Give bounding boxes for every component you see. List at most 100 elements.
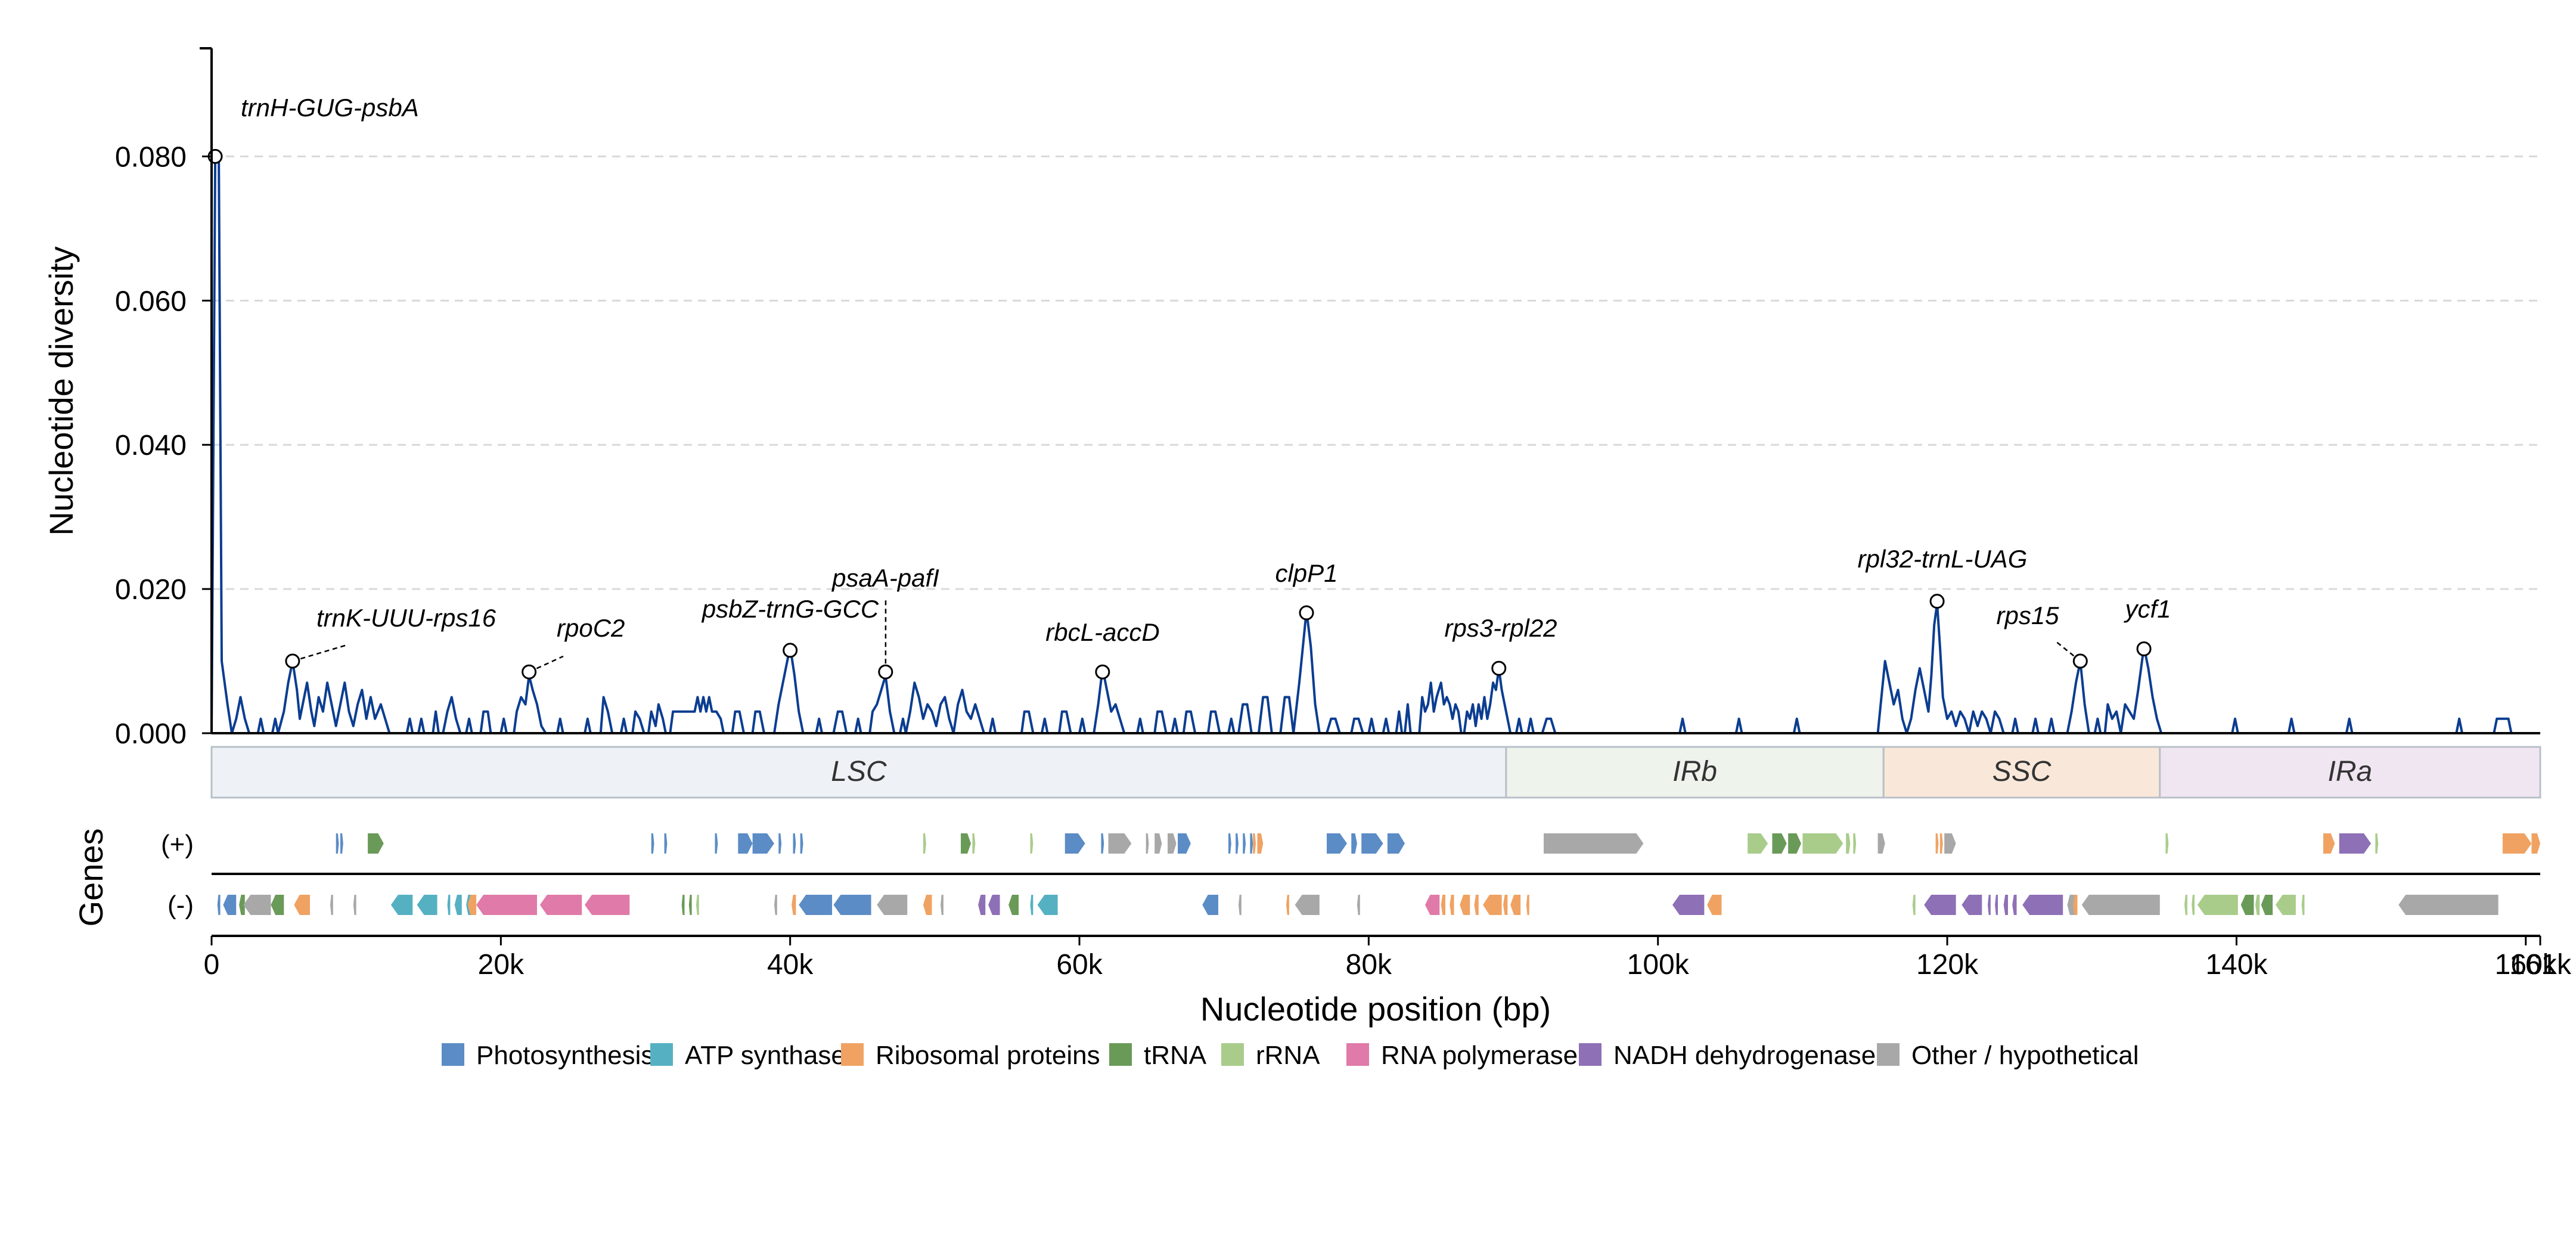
gene-block — [1924, 895, 1956, 915]
peak-marker — [1491, 660, 1507, 676]
x-tick-label: 0 — [204, 949, 220, 981]
gene-block — [978, 895, 986, 915]
gene-block — [877, 895, 908, 915]
gene-block — [368, 833, 384, 854]
gene-block — [1202, 895, 1218, 915]
peak-marker — [1095, 664, 1110, 680]
gene-block — [2022, 895, 2059, 915]
gene-block — [1357, 895, 1360, 915]
peak-marker — [285, 653, 300, 669]
gene-block — [1441, 895, 1445, 915]
gene-block — [467, 895, 477, 915]
peak-label: rps15 — [1996, 601, 2059, 629]
y-tick-label: 0.060 — [115, 286, 187, 317]
peak-label: trnK-UUU-rps16 — [316, 604, 496, 632]
peak-leader-line — [529, 655, 564, 673]
peak-annotations: trnH-GUG-psbA trnK-UUU-rps16 rpoC2 psbZ-trn… — [207, 94, 2171, 680]
gene-block — [1802, 833, 1843, 854]
legend-swatch — [1221, 1043, 1244, 1066]
legend-label: Ribosomal proteins — [876, 1041, 1100, 1070]
gene-block — [1008, 895, 1019, 915]
gene-block — [217, 895, 221, 915]
gene-block — [664, 833, 668, 854]
gene-block — [715, 833, 718, 854]
y-tick-label: 0.040 — [115, 430, 187, 461]
gene-block — [417, 895, 437, 915]
gene-block — [988, 895, 1000, 915]
gene-block — [1846, 833, 1851, 854]
gene-block — [243, 895, 271, 915]
gene-block — [752, 833, 774, 854]
region-label: LSC — [831, 756, 887, 787]
gene-block — [2165, 833, 2169, 854]
x-tick-label: 160k — [2495, 949, 2558, 981]
gene-block — [1877, 833, 1885, 854]
x-tick-label: 40k — [767, 949, 814, 981]
gene-block — [271, 895, 284, 915]
gene-block — [1853, 833, 1857, 854]
gene-block — [294, 895, 311, 915]
gene-block — [539, 895, 582, 915]
x-tick-label: 161k — [2509, 949, 2572, 981]
x-tick-label: 120k — [1916, 949, 1979, 981]
gene-block — [2073, 895, 2078, 915]
gene-block — [1962, 895, 1982, 915]
gene-block — [651, 833, 654, 854]
gene-block — [476, 895, 538, 915]
x-tick-label: 60k — [1056, 949, 1103, 981]
gene-block — [2261, 895, 2273, 915]
peak-leader-line — [292, 644, 347, 662]
legend-label: tRNA — [1144, 1041, 1207, 1070]
gene-block — [1168, 833, 1177, 854]
gene-block — [1450, 895, 1454, 915]
gene-block — [1772, 833, 1787, 854]
gene-block — [454, 895, 462, 915]
gene-block — [792, 895, 796, 915]
gene-block — [1108, 833, 1132, 854]
gene-block — [738, 833, 753, 854]
gene-block — [2054, 895, 2063, 915]
peak-label: rps3-rpl22 — [1444, 614, 1557, 642]
gene-block — [1939, 833, 1943, 854]
gene-block — [2081, 895, 2160, 915]
gene-block — [2197, 895, 2238, 915]
gene-block — [923, 895, 932, 915]
gene-block — [2192, 895, 2195, 915]
gene-block — [2531, 833, 2540, 854]
gene-block — [1425, 895, 1440, 915]
region-label: IRb — [1672, 756, 1717, 787]
x-tick-label: 80k — [1346, 949, 1392, 981]
gene-block — [1788, 833, 1801, 854]
gene-block — [585, 895, 630, 915]
gene-block — [2240, 895, 2254, 915]
gene-block — [2398, 895, 2499, 915]
gene-block — [1748, 833, 1768, 854]
peak-label: rpl32-trnL-UAG — [1858, 545, 2028, 573]
gene-block — [336, 833, 339, 854]
peak-label: trnH-GUG-psbA — [241, 94, 419, 122]
gene-block — [1146, 833, 1149, 854]
axes: 0.000 0.020 0.040 0.060 0.080 0 20k 40k 60k 80k 10… — [115, 47, 2572, 981]
peak-label: psbZ-trnG-GCC — [701, 595, 879, 623]
gene-block — [1995, 895, 1998, 915]
gene-block — [1474, 895, 1479, 915]
legend-label: RNA polymerase — [1381, 1041, 1578, 1070]
gene-block — [1178, 833, 1191, 854]
gene-block — [340, 833, 343, 854]
peak-marker — [878, 664, 893, 680]
gene-block — [1460, 895, 1470, 915]
gene-block — [1243, 833, 1246, 854]
gene-block — [1101, 833, 1104, 854]
gene-block — [1030, 895, 1033, 915]
gene-block — [1030, 833, 1033, 854]
gene-block — [2184, 895, 2187, 915]
gene-block — [833, 895, 871, 915]
gene-block — [1250, 833, 1253, 854]
gene-block — [1064, 833, 1085, 854]
genome-regions-bar: LSC IRb SSC IRa — [210, 746, 2541, 799]
gene-block — [923, 833, 926, 854]
x-tick-label: 140k — [2205, 949, 2268, 981]
gene-block — [961, 833, 972, 854]
genes-axis-title: Genes — [72, 829, 110, 927]
